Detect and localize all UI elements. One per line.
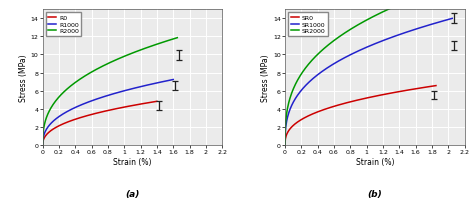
- SR1000: [387, 37, 393, 40]
- SR1000: [302, 85, 308, 88]
- R2000: [40, 144, 46, 147]
- R0: [154, 101, 160, 103]
- R2000: [93, 69, 99, 72]
- R2000: [125, 55, 130, 57]
- R0: [77, 117, 83, 119]
- R2000: [137, 49, 143, 52]
- R0: [123, 106, 128, 108]
- SR0: [342, 103, 347, 105]
- Y-axis label: Stress (MPa): Stress (MPa): [261, 54, 270, 101]
- SR0: [301, 118, 306, 120]
- R2000: [137, 50, 143, 52]
- Legend: R0, R1000, R2000: R0, R1000, R2000: [46, 13, 81, 37]
- R1000: [82, 102, 88, 105]
- SR2000: [403, 1, 409, 4]
- Line: R1000: R1000: [43, 80, 173, 145]
- Text: (b): (b): [367, 189, 382, 198]
- SR0: [392, 92, 398, 94]
- R2000: [56, 96, 62, 99]
- R1000: [170, 79, 176, 81]
- R2000: [84, 74, 90, 77]
- SR0: [331, 105, 337, 108]
- R1000: [55, 116, 61, 119]
- R1000: [122, 90, 128, 92]
- R1000: [91, 99, 97, 102]
- SR0: [377, 95, 383, 97]
- SR1000: [403, 32, 409, 35]
- R0: [112, 108, 118, 111]
- SR2000: [282, 144, 288, 147]
- Line: R2000: R2000: [43, 39, 177, 145]
- Line: SR0: SR0: [285, 86, 436, 145]
- Line: SR2000: SR2000: [285, 0, 452, 145]
- X-axis label: Strain (%): Strain (%): [113, 157, 152, 166]
- R0: [85, 115, 91, 117]
- R1000: [134, 87, 140, 89]
- SR2000: [348, 28, 354, 31]
- X-axis label: Strain (%): Strain (%): [356, 157, 394, 166]
- SR0: [391, 92, 397, 94]
- Y-axis label: Stress (MPa): Stress (MPa): [19, 54, 28, 101]
- SR1000: [337, 60, 342, 62]
- R1000: [40, 144, 46, 147]
- SR2000: [302, 68, 308, 70]
- SR1000: [282, 144, 288, 147]
- SR1000: [449, 18, 455, 20]
- SR0: [433, 85, 439, 87]
- SR2000: [404, 1, 410, 3]
- R1000: [135, 87, 140, 89]
- Line: SR1000: SR1000: [285, 19, 452, 145]
- SR2000: [387, 8, 393, 11]
- R2000: [174, 37, 180, 40]
- R0: [54, 126, 59, 129]
- SR1000: [404, 32, 410, 34]
- SR2000: [337, 36, 342, 39]
- Text: (a): (a): [125, 189, 140, 198]
- SR0: [282, 144, 288, 147]
- Legend: SR0, SR1000, SR2000: SR0, SR1000, SR2000: [288, 13, 328, 37]
- R0: [122, 106, 128, 109]
- SR1000: [348, 54, 354, 56]
- Line: R0: R0: [43, 102, 157, 145]
- R0: [40, 144, 46, 147]
